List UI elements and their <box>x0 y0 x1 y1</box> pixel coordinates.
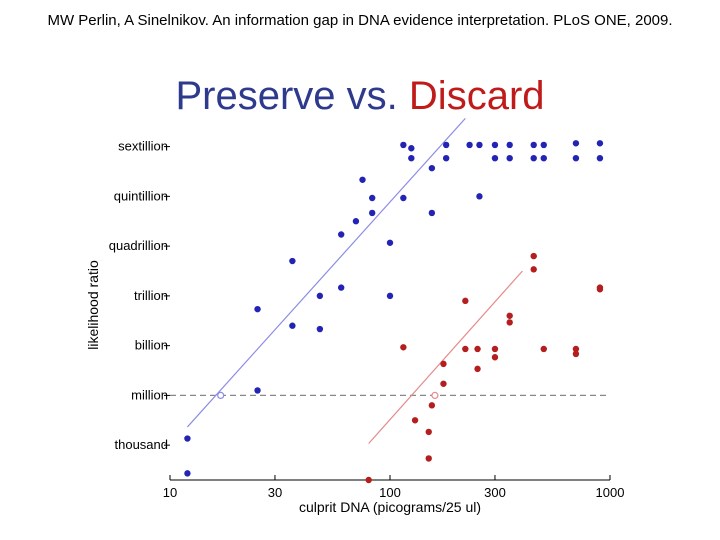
y-axis-label: likelihood ratio <box>85 260 101 350</box>
preserve-point <box>428 209 436 217</box>
preserve-point <box>337 231 345 238</box>
preserve-point <box>386 292 394 300</box>
preserve-point <box>596 140 604 147</box>
discard-threshold-marker <box>431 391 439 400</box>
preserve-point <box>408 154 415 162</box>
preserve-point <box>491 141 499 149</box>
discard-point <box>425 428 432 436</box>
y-tick-label: thousand <box>115 437 169 452</box>
preserve-point <box>540 154 547 162</box>
y-tick-label: quadrillion <box>109 238 168 253</box>
y-tick-label: million <box>131 387 168 402</box>
preserve-point <box>442 154 450 162</box>
discard-point <box>596 284 604 291</box>
x-tick-label: 30 <box>268 485 282 500</box>
y-ticks: thousand million billion trillion quadrillio… <box>109 139 170 452</box>
preserve-point <box>506 154 513 162</box>
preserve-point <box>408 145 415 152</box>
preserve-point <box>368 194 376 202</box>
preserve-point <box>254 387 261 394</box>
title-discard: Discard <box>408 74 545 118</box>
preserve-point <box>337 284 345 291</box>
preserve-point <box>530 141 537 149</box>
preserve-point <box>572 154 580 162</box>
x-axis-label: culprit DNA (picograms/25 ul) <box>299 499 481 515</box>
discard-point <box>365 476 372 484</box>
discard-point <box>540 345 547 353</box>
preserve-point <box>316 325 324 333</box>
preserve-threshold-marker <box>217 391 225 400</box>
preserve-point <box>466 141 473 149</box>
y-tick-label: billion <box>135 338 168 353</box>
discard-point <box>462 297 469 305</box>
discard-point <box>462 345 469 353</box>
title-preserve: Preserve <box>175 74 336 118</box>
preserve-point <box>316 292 324 300</box>
discard-point <box>506 312 513 319</box>
preserve-point <box>442 141 450 149</box>
preserve-fit-line <box>186 117 466 428</box>
plot-frame <box>170 130 610 480</box>
discard-point <box>428 402 436 409</box>
x-tick-label: 300 <box>484 485 506 500</box>
preserve-point <box>184 435 191 442</box>
x-tick-label: 100 <box>379 485 401 500</box>
discard-point <box>400 344 407 351</box>
discard-point <box>530 252 537 260</box>
preserve-point <box>572 140 580 147</box>
preserve-point <box>530 154 537 162</box>
discard-fit-line <box>368 270 523 444</box>
preserve-point <box>386 239 394 246</box>
discard-point <box>411 417 419 424</box>
preserve-point <box>476 193 483 200</box>
fit-lines <box>186 117 523 444</box>
preserve-point <box>368 209 376 217</box>
y-tick-label: trillion <box>134 288 168 303</box>
preserve-point <box>289 322 296 329</box>
y-tick-label: sextillion <box>118 139 168 154</box>
preserve-point <box>491 154 499 162</box>
preserve-point <box>428 164 436 172</box>
y-tick-label: quintillion <box>114 188 168 203</box>
preserve-point <box>400 194 407 202</box>
preserve-point <box>352 218 360 225</box>
slide-title: Preserve vs. Discard <box>0 74 720 118</box>
preserve-point <box>506 141 513 149</box>
discard-point <box>474 345 481 353</box>
discard-point <box>474 365 481 373</box>
discard-point <box>506 319 513 326</box>
preserve-point <box>540 141 547 149</box>
preserve-point <box>400 141 407 149</box>
discard-point <box>530 266 537 273</box>
discard-point <box>572 345 580 353</box>
discard-point <box>572 350 580 358</box>
discard-point <box>491 354 499 361</box>
x-ticks: 10 30 100 300 1000 <box>163 475 625 500</box>
citation: MW Perlin, A Sinelnikov. An information … <box>47 12 673 29</box>
preserve-point <box>596 154 604 162</box>
preserve-point <box>254 305 261 313</box>
data-points <box>184 140 604 484</box>
title-vs: vs. <box>346 74 398 118</box>
discard-point <box>491 345 499 353</box>
x-tick-label: 10 <box>163 485 177 500</box>
discard-point <box>440 360 447 368</box>
x-tick-label: 1000 <box>596 485 625 500</box>
preserve-point <box>476 141 483 149</box>
preserve-point <box>359 176 366 183</box>
preserve-point <box>289 257 296 265</box>
preserve-point <box>184 470 191 477</box>
discard-point <box>425 455 432 462</box>
discard-point <box>440 380 447 387</box>
